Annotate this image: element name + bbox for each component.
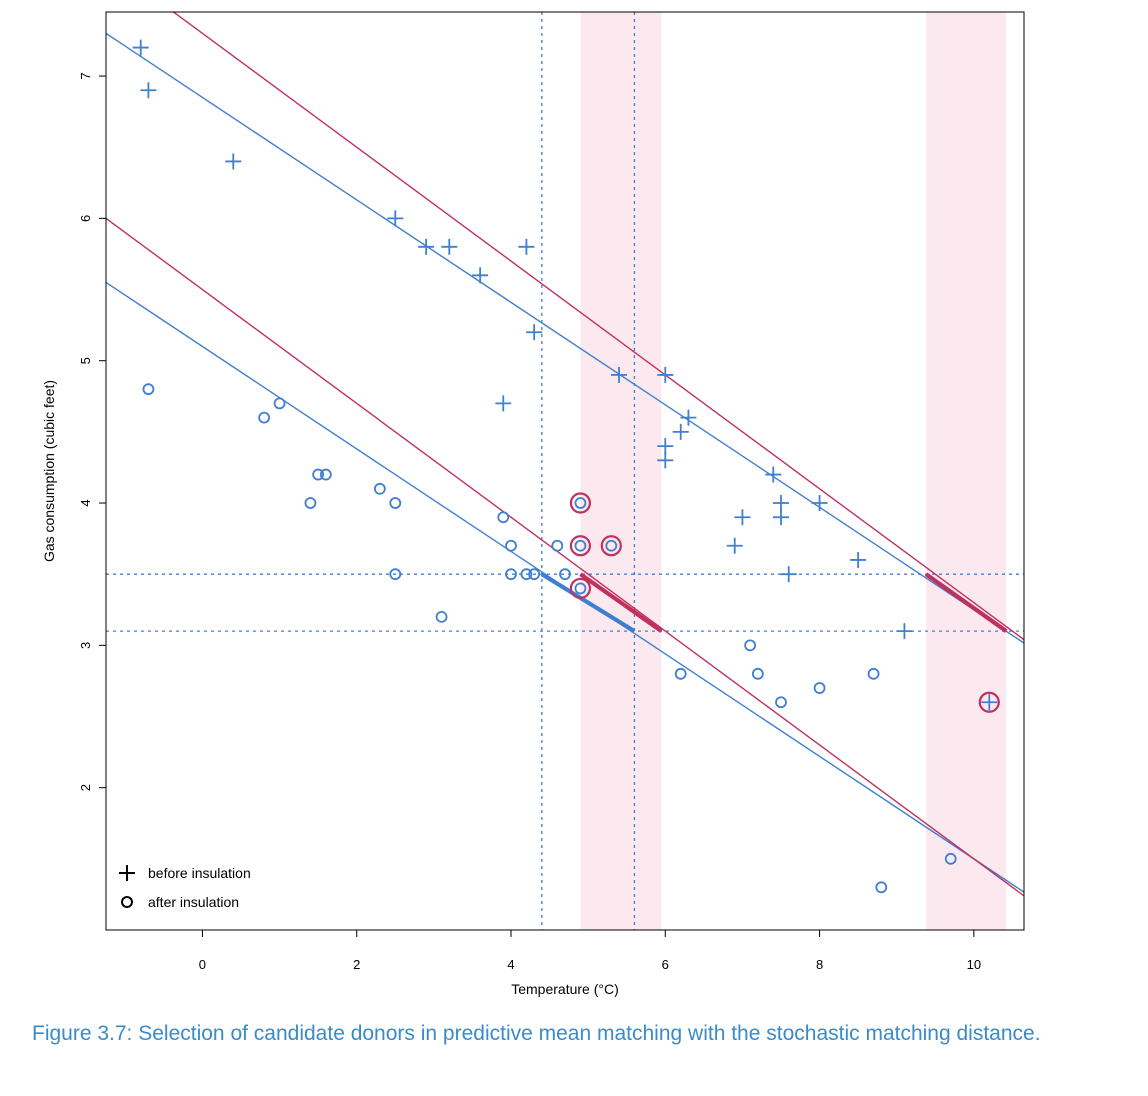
circle-point-1 (258, 411, 271, 424)
x-axis: 0 2 4 6 8 10 (199, 930, 981, 972)
plus-point-13 (657, 452, 674, 469)
x-tick-label-1: 2 (353, 957, 360, 972)
matching-segment-2 (924, 572, 1008, 633)
circle-point-17 (574, 497, 587, 509)
legend-label-after: after insulation (148, 894, 239, 910)
circle-point-16 (559, 568, 571, 581)
plus-point-5 (441, 238, 458, 255)
y-axis-title: Gas consumption (cubic feet) (41, 380, 57, 562)
plus-point-15 (680, 409, 697, 426)
plus-point-23 (850, 551, 867, 568)
y-tick-label-5: 7 (78, 72, 93, 79)
selected-donor-ring-0 (569, 492, 592, 514)
plus-point-1 (140, 82, 157, 99)
circle-point-26 (867, 667, 880, 680)
y-tick-label-2: 4 (78, 499, 93, 506)
selected-donor-ring-1 (569, 535, 592, 557)
data-points (132, 39, 998, 894)
plus-point-17 (734, 509, 751, 526)
highlight-bands (580, 12, 1007, 930)
matching-segments (540, 572, 1008, 633)
circle-point-22 (744, 639, 757, 652)
x-tick-label-4: 8 (816, 957, 823, 972)
legend: before insulation after insulation (119, 865, 251, 910)
plus-point-16 (726, 537, 743, 554)
plus-point-25 (981, 694, 998, 711)
x-tick-label-0: 0 (199, 957, 206, 972)
plus-point-14 (672, 423, 689, 440)
plus-point-12 (657, 438, 674, 455)
plus-point-6 (472, 267, 489, 284)
circle-point-27 (875, 881, 888, 894)
circle-point-4 (312, 468, 325, 481)
circle-point-9 (435, 610, 448, 623)
circle-point-2 (273, 397, 286, 410)
circle-point-6 (373, 482, 386, 495)
regression-lines (106, 12, 1024, 897)
selected-donor-ring-4 (978, 691, 1000, 713)
circle-point-13 (520, 568, 533, 581)
circle-point-28 (944, 852, 957, 865)
figure-caption: Figure 3.7: Selection of candidate donor… (32, 1022, 1041, 1045)
plot-frame (105, 11, 1025, 931)
selected-donor-ring-3 (600, 535, 622, 557)
circle-point-0 (142, 383, 155, 396)
reference-lines (106, 12, 1024, 930)
plus-point-7 (495, 395, 512, 412)
circle-point-19 (574, 582, 587, 595)
plus-point-19 (773, 495, 789, 512)
circle-point-18 (574, 539, 587, 552)
y-tick-label-3: 5 (78, 357, 93, 364)
plus-point-22 (811, 495, 828, 512)
selected-donor-ring-2 (569, 577, 592, 600)
circle-point-5 (319, 468, 332, 481)
y-axis: 2 3 4 5 6 7 (78, 72, 106, 791)
circle-point-20 (605, 539, 618, 552)
regression-line-0 (106, 32, 1024, 644)
selected-donors (569, 492, 1000, 713)
plus-point-0 (132, 39, 149, 56)
circle-point-11 (505, 539, 517, 552)
plus-point-21 (780, 566, 797, 583)
plus-point-2 (225, 153, 242, 170)
y-tick-label-4: 6 (78, 215, 93, 222)
circle-point-14 (528, 568, 541, 581)
plus-point-3 (387, 210, 404, 227)
legend-label-before: before insulation (148, 865, 251, 881)
matching-segment-1 (579, 572, 663, 633)
x-tick-label-5: 10 (967, 957, 981, 972)
circle-point-8 (389, 568, 402, 581)
highlight-band-1 (926, 12, 1007, 930)
y-tick-label-1: 3 (78, 642, 93, 649)
regression-line-1 (172, 12, 1024, 641)
y-tick-label-0: 2 (78, 784, 93, 791)
highlight-band-0 (580, 12, 662, 930)
plus-point-9 (526, 324, 543, 341)
plus-point-8 (518, 238, 535, 255)
legend-circle-icon (121, 896, 133, 908)
circle-point-3 (304, 497, 317, 509)
circle-point-21 (674, 667, 687, 680)
plus-point-18 (765, 466, 782, 483)
circle-point-25 (813, 682, 826, 694)
x-tick-label-2: 4 (507, 957, 514, 972)
circle-point-23 (751, 667, 764, 680)
plus-point-4 (418, 238, 435, 255)
matching-segment-0 (540, 572, 636, 633)
circle-point-24 (775, 696, 787, 709)
plus-point-20 (773, 509, 789, 526)
x-axis-title: Temperature (°C) (511, 981, 619, 997)
scatter-chart: 0 2 4 6 8 10 2 3 4 5 6 7 Temperature (°C) Gas cons… (41, 11, 1025, 997)
regression-line-3 (106, 217, 1024, 897)
plus-point-24 (896, 623, 913, 640)
plus-point-10 (611, 366, 627, 383)
plus-point-11 (657, 366, 674, 383)
legend-plus-icon (119, 865, 135, 881)
circle-point-15 (551, 539, 564, 552)
circle-point-7 (389, 497, 402, 509)
x-tick-label-3: 6 (662, 957, 669, 972)
circle-point-12 (505, 568, 517, 581)
circle-point-10 (497, 511, 510, 524)
